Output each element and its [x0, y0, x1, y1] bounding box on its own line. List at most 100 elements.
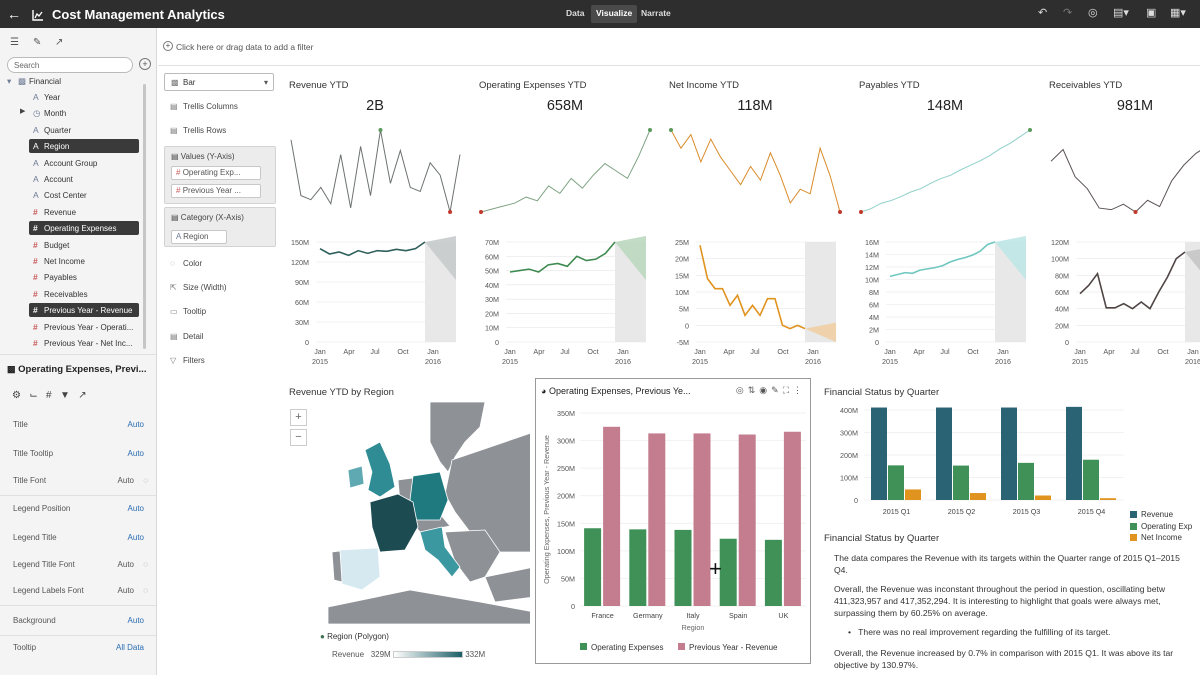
- search-input[interactable]: Search: [7, 57, 133, 73]
- trellis-columns-drop[interactable]: ▤ Trellis Columns: [170, 102, 238, 111]
- bar-previous-year-revenue[interactable]: [603, 426, 621, 606]
- filter-icon[interactable]: ▼: [59, 390, 70, 401]
- bar-net-income[interactable]: [905, 489, 921, 500]
- bar-net-income[interactable]: [1035, 495, 1051, 501]
- bar-operating-exp[interactable]: [1018, 462, 1034, 500]
- tooltip-drop[interactable]: ▭ Tooltip: [170, 307, 207, 316]
- data-element-3[interactable]: A Region: [29, 139, 139, 154]
- bar-previous-year-revenue[interactable]: [783, 431, 801, 606]
- values-drop-zone[interactable]: ▤ Values (Y-Axis) # Operating Exp... # P…: [164, 146, 276, 204]
- filter-bar[interactable]: + Click here or drag data to add a filte…: [158, 28, 1200, 66]
- property-value[interactable]: Auto: [127, 420, 144, 429]
- trellis-rows-drop[interactable]: ▤ Trellis Rows: [170, 126, 227, 135]
- reset-icon[interactable]: ◌: [143, 560, 148, 569]
- map-toggle-icon[interactable]: ◎: [735, 385, 748, 395]
- analytics-icon[interactable]: ↗: [55, 37, 64, 48]
- layout-icon[interactable]: ▤▾: [1113, 7, 1129, 19]
- legend-item[interactable]: Revenue: [1130, 510, 1173, 519]
- bar-net-income[interactable]: [970, 493, 986, 500]
- zoom-in-button[interactable]: +: [290, 409, 307, 426]
- more-options-icon[interactable]: ⋮: [793, 385, 806, 395]
- add-data-icon[interactable]: +: [139, 58, 151, 70]
- reset-icon[interactable]: ◌: [143, 476, 148, 485]
- bar-operating-exp[interactable]: [888, 465, 904, 500]
- bar-chart-visualization[interactable]: ◕ Operating Expenses, Previous Ye... ◎⇅◉…: [535, 378, 811, 664]
- property-row[interactable]: Legend Position Auto: [13, 504, 150, 513]
- kpi-tile[interactable]: Receivables YTD 981M 0 20M 40M 60M 80M 100M 120M…: [1040, 66, 1200, 366]
- kpi-tile[interactable]: Revenue YTD 2B 0 30M 60M 90M 120M 150M Jan 2015 Ap…: [280, 66, 470, 366]
- collapse-caret-icon[interactable]: ▾: [7, 76, 12, 86]
- property-value[interactable]: All Data: [115, 643, 144, 652]
- size-drop[interactable]: ⇱ Size (Width): [170, 283, 227, 292]
- detail-drop[interactable]: ▤ Detail: [170, 332, 204, 341]
- legend-item[interactable]: Operating Exp: [1130, 522, 1192, 531]
- data-element-15[interactable]: # Previous Year - Net Inc...: [33, 336, 133, 350]
- visualizations-icon[interactable]: ✎: [33, 37, 42, 48]
- data-element-12[interactable]: # Receivables: [33, 287, 88, 301]
- property-value[interactable]: Auto: [127, 616, 144, 625]
- bar-revenue[interactable]: [871, 407, 887, 500]
- undo-icon[interactable]: ↶: [1038, 7, 1048, 19]
- kpi-tile[interactable]: Net Income YTD 118M -5M 0 5M 10M 15M 20M 25M Jan 2…: [660, 66, 850, 366]
- data-panel-scrollbar[interactable]: [143, 84, 146, 349]
- tab-data[interactable]: Data: [566, 8, 585, 18]
- property-value[interactable]: Auto: [117, 560, 134, 569]
- property-value[interactable]: Auto: [117, 476, 134, 485]
- bar-previous-year-revenue[interactable]: [738, 434, 756, 606]
- data-element-10[interactable]: # Net Income: [33, 254, 85, 268]
- bar-revenue[interactable]: [1001, 407, 1017, 500]
- analytics-tab-icon[interactable]: ↗: [78, 390, 87, 401]
- data-element-7[interactable]: # Revenue: [33, 205, 76, 219]
- category-pill-region[interactable]: A Region: [171, 230, 227, 244]
- reset-icon[interactable]: ◌: [143, 586, 148, 595]
- preview-icon[interactable]: ◎: [1088, 7, 1098, 19]
- present-icon[interactable]: ▣: [1146, 7, 1157, 19]
- zoom-out-button[interactable]: −: [290, 429, 307, 446]
- property-row[interactable]: Title Tooltip Auto: [13, 449, 150, 458]
- general-settings-icon[interactable]: ⚙: [12, 390, 21, 401]
- property-row[interactable]: Background Auto: [13, 616, 150, 625]
- sort-icon[interactable]: ⇅: [747, 385, 760, 395]
- data-element-14[interactable]: # Previous Year - Operati...: [33, 320, 133, 334]
- kpi-tile[interactable]: Payables YTD 148M 0 2M 4M 6M 8M 10M 12M 14M 16M Jan…: [850, 66, 1040, 366]
- bar-revenue[interactable]: [936, 407, 952, 500]
- property-row[interactable]: Title Font Auto ◌: [13, 476, 150, 485]
- bar-operating-expenses[interactable]: [764, 539, 782, 606]
- add-filter-icon[interactable]: +: [163, 41, 173, 51]
- property-row[interactable]: Legend Title Auto: [13, 533, 150, 542]
- bar-operating-expenses[interactable]: [629, 529, 647, 606]
- expand-caret-icon[interactable]: ▶: [20, 108, 26, 116]
- data-element-4[interactable]: A Account Group: [33, 156, 97, 170]
- data-element-1[interactable]: ◷ Month: [33, 106, 66, 120]
- property-value[interactable]: Auto: [127, 533, 144, 542]
- data-element-5[interactable]: A Account: [33, 172, 73, 186]
- legend-item[interactable]: Net Income: [1130, 533, 1182, 542]
- property-row[interactable]: Legend Labels Font Auto ◌: [13, 586, 150, 595]
- data-element-11[interactable]: # Payables: [33, 270, 77, 284]
- color-drop[interactable]: ◌ Color: [170, 259, 203, 268]
- property-row[interactable]: Tooltip All Data: [13, 643, 150, 652]
- data-element-2[interactable]: A Quarter: [33, 123, 71, 137]
- data-element-0[interactable]: A Year: [33, 90, 60, 104]
- data-element-6[interactable]: A Cost Center: [33, 188, 87, 202]
- bar-revenue[interactable]: [1066, 406, 1082, 500]
- filters-drop[interactable]: ▽ Filters: [170, 356, 205, 365]
- subject-area-financial[interactable]: ▾ ▩ Financial: [7, 76, 62, 86]
- europe-map[interactable]: [280, 402, 530, 652]
- property-row[interactable]: Legend Title Font Auto ◌: [13, 560, 150, 569]
- number-format-icon[interactable]: #: [46, 390, 52, 401]
- brush-icon[interactable]: ✎: [771, 385, 783, 395]
- bar-previous-year-revenue[interactable]: [648, 433, 666, 606]
- data-element-9[interactable]: # Budget: [33, 238, 69, 252]
- tab-narrate[interactable]: Narrate: [641, 8, 671, 18]
- target-icon[interactable]: ◉: [759, 385, 772, 395]
- bar-operating-exp[interactable]: [953, 465, 969, 500]
- values-pill-operating-expenses[interactable]: # Operating Exp...: [171, 166, 261, 180]
- category-drop-zone[interactable]: ▤ Category (X-Axis) A Region: [164, 207, 276, 247]
- property-row[interactable]: Title Auto: [13, 420, 150, 429]
- data-element-8[interactable]: # Operating Expenses: [29, 221, 139, 236]
- property-value[interactable]: Auto: [127, 504, 144, 513]
- maximize-icon[interactable]: ⛶: [782, 385, 793, 395]
- bar-net-income[interactable]: [1100, 498, 1116, 500]
- back-icon[interactable]: ←: [7, 6, 21, 22]
